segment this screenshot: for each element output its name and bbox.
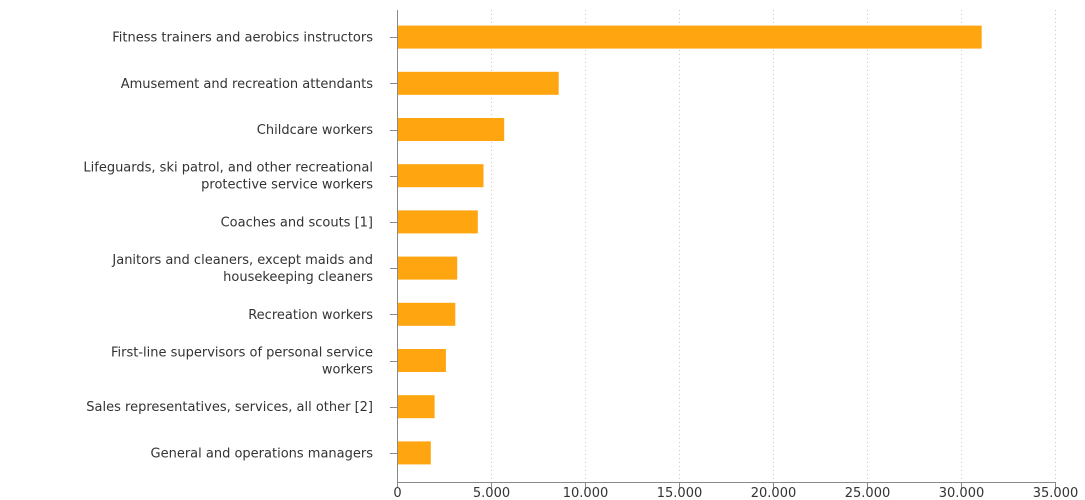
bar [398, 349, 446, 372]
bar [398, 118, 505, 141]
category-labels: Fitness trainers and aerobics instructor… [83, 31, 373, 462]
category-label: Childcare workers [257, 123, 373, 138]
x-tick-label: 35.000 [1033, 486, 1079, 500]
axes [390, 10, 1056, 488]
category-label: protective service workers [201, 178, 373, 193]
x-tick-label: 15.000 [657, 486, 703, 500]
bars [398, 25, 982, 465]
bar [398, 210, 478, 234]
category-label: workers [322, 363, 373, 378]
category-label: Janitors and cleaners, except maids and [111, 253, 373, 268]
x-tick-label: 25.000 [845, 486, 891, 500]
x-tick-label: 0 [393, 486, 401, 500]
grid-lines [491, 10, 1056, 482]
bar [398, 395, 435, 419]
bar [398, 256, 458, 280]
x-tick-label: 30.000 [939, 486, 985, 500]
category-label: Sales representatives, services, all oth… [86, 400, 373, 415]
bar [398, 164, 484, 188]
category-label: housekeeping cleaners [223, 270, 373, 285]
category-label: First-line supervisors of personal servi… [111, 346, 373, 361]
bar [398, 71, 559, 95]
bar [398, 25, 982, 49]
x-tick-label: 5.000 [473, 486, 510, 500]
category-label: Recreation workers [248, 308, 373, 323]
bar [398, 302, 456, 326]
x-tick-labels: 0 5.000 10.000 15.000 20.000 25.000 30.000 35.0… [393, 486, 1078, 500]
category-label: Lifeguards, ski patrol, and other recrea… [83, 161, 373, 176]
category-label: General and operations managers [151, 446, 374, 461]
x-tick-label: 20.000 [751, 486, 797, 500]
category-label: Fitness trainers and aerobics instructor… [112, 31, 373, 46]
bar [398, 441, 431, 465]
category-label: Coaches and scouts [1] [221, 215, 373, 230]
x-tick-label: 10.000 [563, 486, 609, 500]
category-label: Amusement and recreation attendants [121, 77, 374, 92]
